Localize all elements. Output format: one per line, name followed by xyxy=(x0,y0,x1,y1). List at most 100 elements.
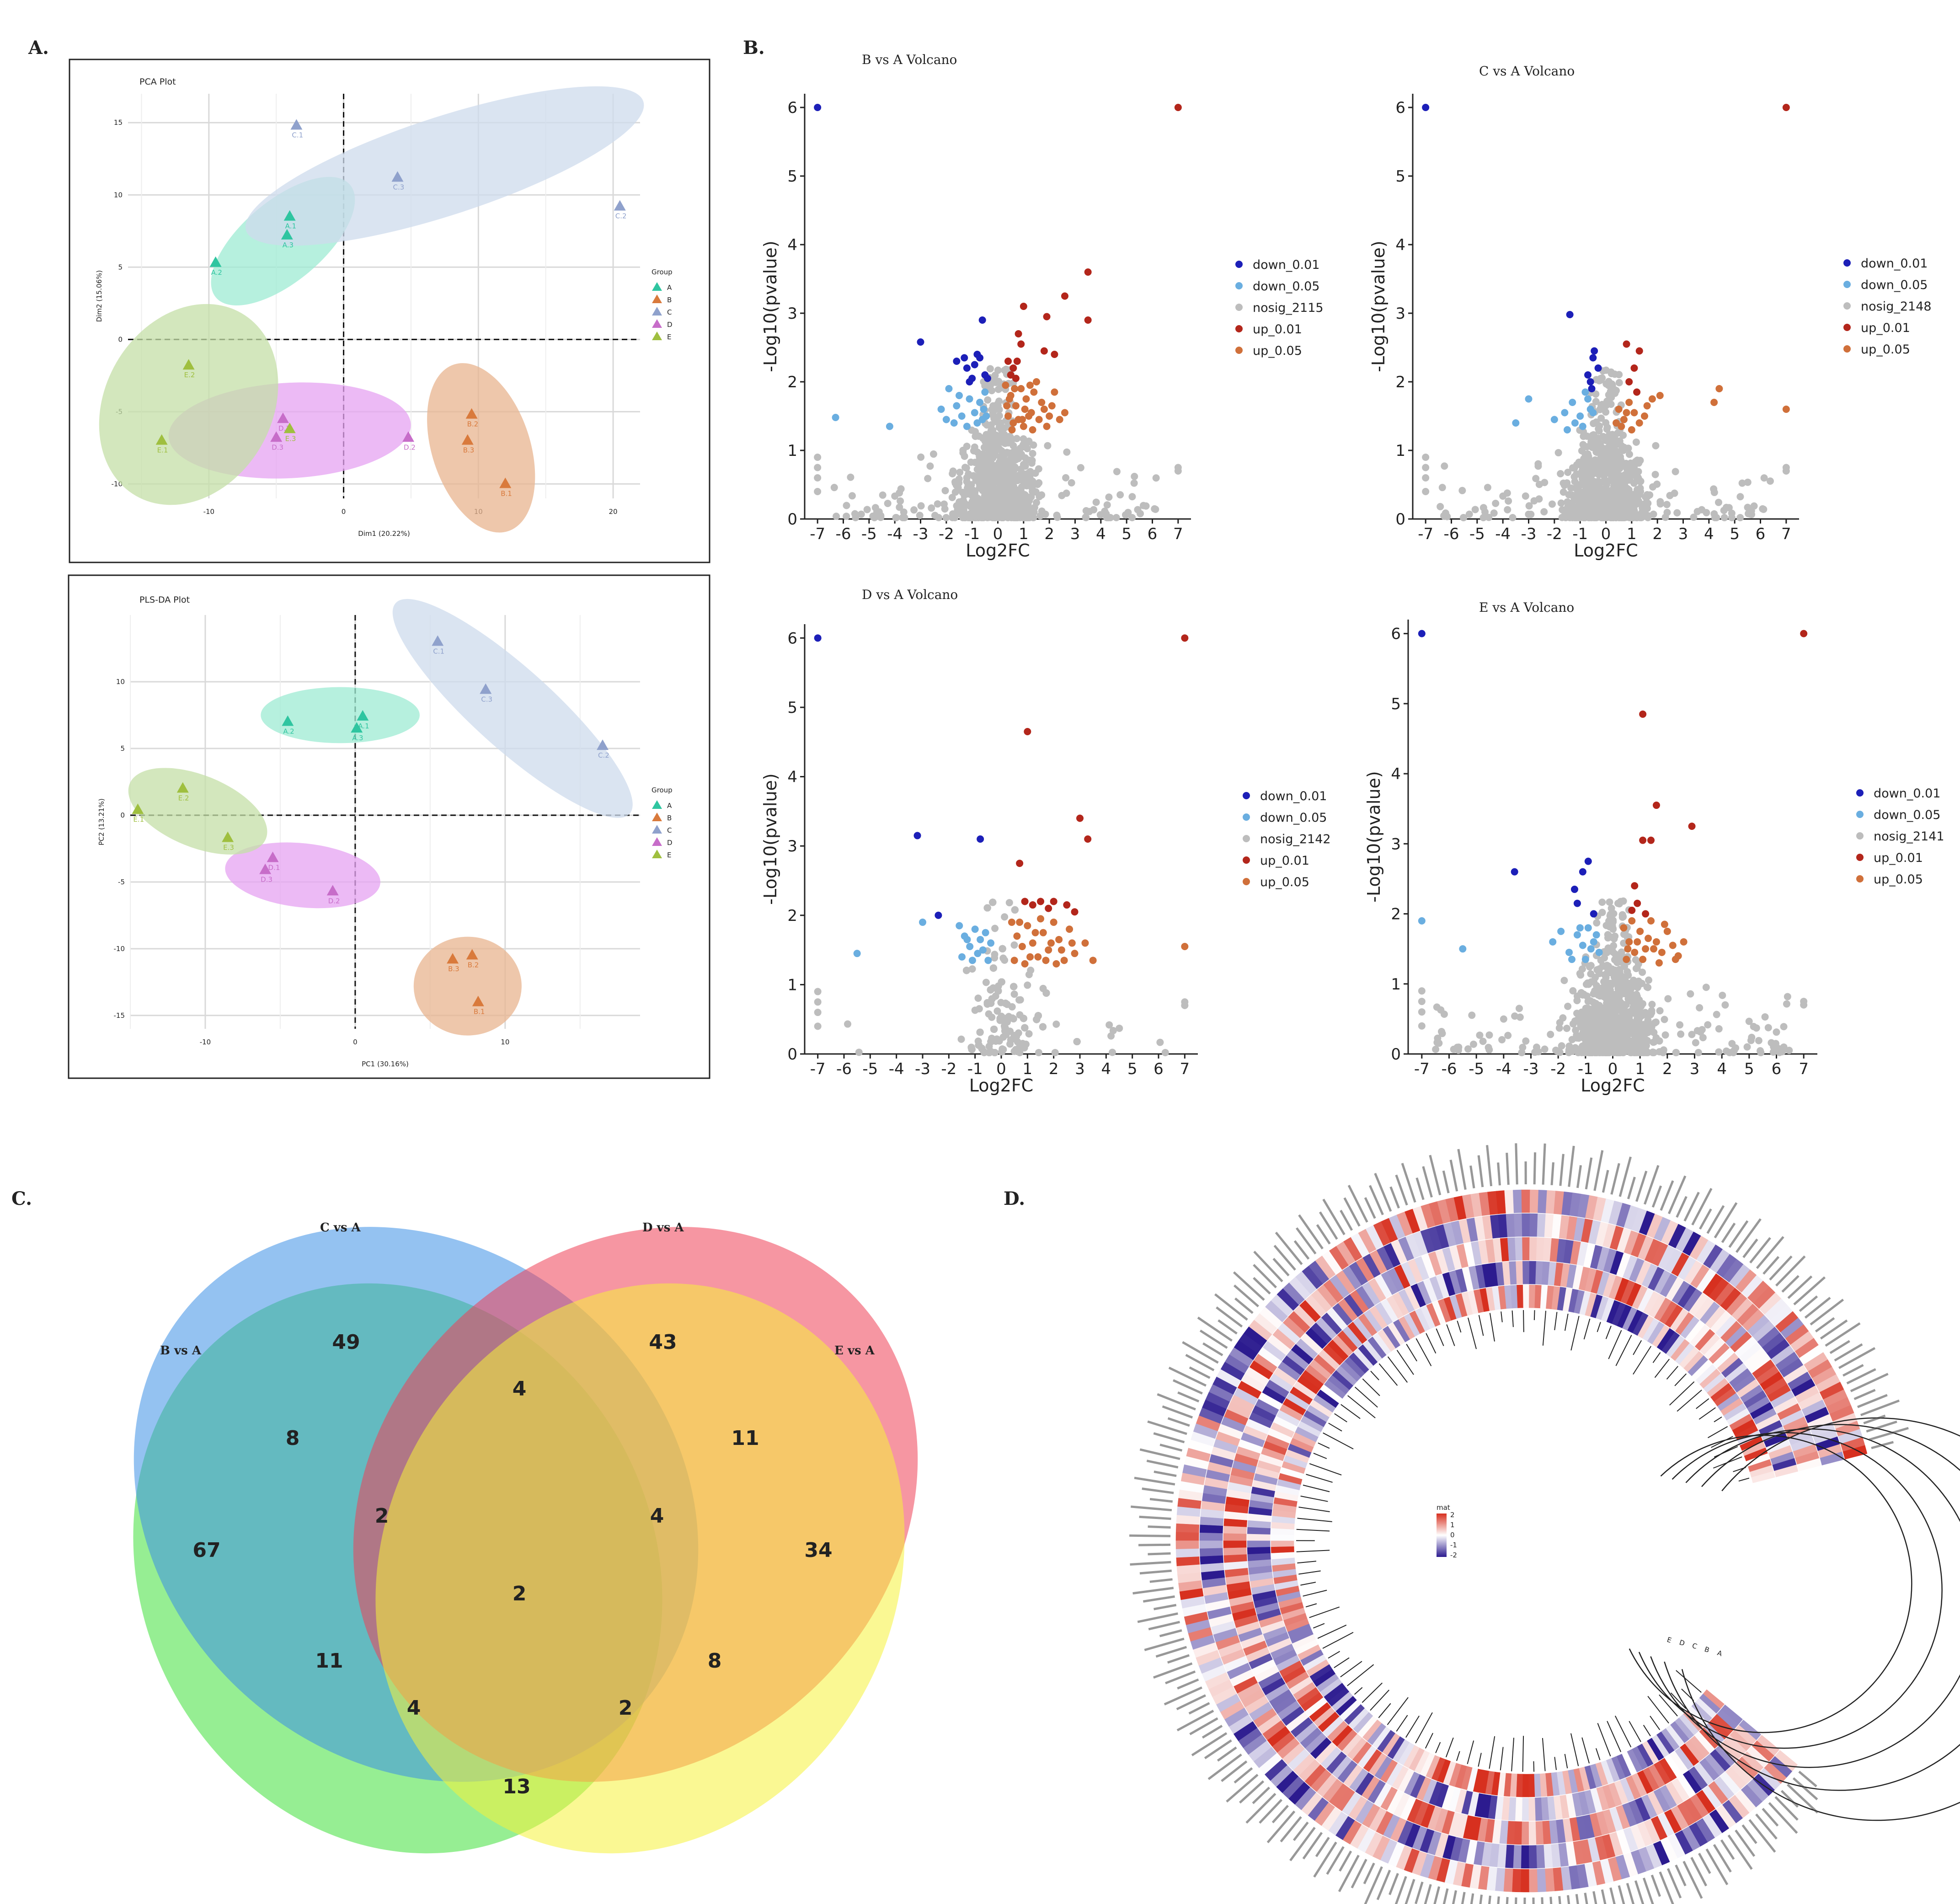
y-tick-label: 4 xyxy=(787,768,797,786)
nosig-point xyxy=(971,488,979,496)
nosig-point xyxy=(1744,478,1752,486)
nosig-point xyxy=(1010,990,1018,998)
nosig-point xyxy=(1618,948,1625,956)
plsda-plot: PLS-DA Plot-10 0 10-15-10-50510A.1A.2A.3B.… xyxy=(97,595,673,1068)
data-point-D.1 xyxy=(267,851,279,862)
nosig-point xyxy=(1602,449,1610,456)
nosig-point xyxy=(1632,981,1640,989)
heat-cell xyxy=(1223,1547,1247,1556)
nosig-point xyxy=(987,427,995,435)
point-down_0.05 xyxy=(977,936,984,943)
legend-dot xyxy=(1235,347,1243,354)
legend-dot xyxy=(1843,324,1851,331)
point-up_0.05 xyxy=(1013,932,1021,940)
nosig-point xyxy=(1626,498,1634,506)
nosig-point xyxy=(1063,448,1071,456)
nosig-point xyxy=(1648,1000,1656,1008)
nosig-point xyxy=(916,512,924,519)
nosig-point xyxy=(1597,1040,1605,1048)
point-down_0.01 xyxy=(961,354,968,362)
x-tick-label: -3 xyxy=(915,1060,930,1078)
nosig-point xyxy=(1576,1011,1584,1019)
nosig-point xyxy=(1044,442,1052,449)
heat-cell xyxy=(1535,1821,1544,1845)
point-up_0.01 xyxy=(1631,882,1639,890)
nosig-point xyxy=(1634,456,1641,464)
nosig-point xyxy=(1755,1037,1762,1044)
nosig-point xyxy=(1002,1000,1009,1007)
nosig-point xyxy=(1644,1016,1652,1024)
nosig-point xyxy=(1021,1024,1029,1032)
nosig-point xyxy=(1073,1038,1081,1046)
point-up_0.05 xyxy=(1635,419,1643,427)
point-up_0.05 xyxy=(1047,939,1055,947)
nosig-point xyxy=(830,484,838,492)
venn-count-CD: 4 xyxy=(513,1377,527,1401)
point-label: A.1 xyxy=(358,722,369,730)
legend-label: down_0.05 xyxy=(1260,811,1327,825)
point-down_0.01 xyxy=(966,378,973,385)
x-tick-label: -10 xyxy=(200,1038,211,1046)
point-down_0.01 xyxy=(1586,378,1594,385)
nosig-point xyxy=(814,1022,822,1030)
nosig-point xyxy=(1671,489,1678,497)
nosig-point xyxy=(1128,514,1136,521)
heat-cell xyxy=(1528,1797,1536,1821)
legend-title: Group xyxy=(652,786,673,794)
nosig-point xyxy=(897,497,904,505)
legend-dot xyxy=(1243,835,1250,842)
point-up_0.05 xyxy=(1046,412,1053,420)
legend-key-D xyxy=(652,837,662,846)
nosig-point xyxy=(1598,374,1606,382)
nosig-point xyxy=(1710,488,1718,496)
nosig-point xyxy=(968,1045,976,1053)
point-up_0.05 xyxy=(1042,957,1050,964)
x-tick-label: 1 xyxy=(1023,1060,1033,1078)
nosig-point xyxy=(1626,1020,1634,1028)
nosig-point xyxy=(1622,460,1630,467)
nosig-point xyxy=(1010,1048,1018,1055)
plsda-frame xyxy=(68,574,710,1079)
point-up_0.05 xyxy=(1038,399,1046,406)
nosig-point xyxy=(1598,401,1606,408)
nosig-point xyxy=(1106,1021,1113,1029)
nosig-point xyxy=(1112,514,1120,521)
nosig-point xyxy=(976,1028,984,1036)
point-down_0.01 xyxy=(953,358,961,365)
venn-set-label: E vs A xyxy=(834,1344,875,1358)
x-tick-label: 5 xyxy=(1730,525,1740,543)
nosig-point xyxy=(1609,498,1617,506)
point-label: E.2 xyxy=(178,794,189,802)
point-up_0.05 xyxy=(1020,423,1027,430)
point-down_0.01 xyxy=(1594,364,1602,372)
nosig-point xyxy=(968,965,976,973)
nosig-point xyxy=(1602,437,1610,444)
point-up_0.05 xyxy=(1642,945,1650,953)
point-up_0.05 xyxy=(1021,406,1029,413)
point-up_0.05 xyxy=(1680,938,1688,946)
legend-label: down_0.01 xyxy=(1874,786,1940,801)
nosig-point xyxy=(1590,990,1597,998)
point-up_0.05 xyxy=(1060,957,1068,964)
nosig-point xyxy=(1621,471,1629,479)
data-point-B.2 xyxy=(466,949,478,960)
data-point-D.1 xyxy=(277,412,289,423)
nosig-point xyxy=(1001,1019,1009,1027)
point-up_0.05 xyxy=(1061,409,1068,417)
nosig-point xyxy=(1581,514,1588,521)
nosig-point xyxy=(1479,504,1487,512)
nosig-point xyxy=(1105,493,1113,501)
volcano-title: D vs A Volcano xyxy=(862,587,958,602)
nosig-point xyxy=(1619,1012,1627,1020)
nosig-point xyxy=(1015,1029,1022,1037)
nosig-point xyxy=(1611,478,1619,486)
nosig-point xyxy=(1548,500,1556,508)
point-down_0.01 xyxy=(1422,104,1430,111)
nosig-point xyxy=(1761,1013,1769,1021)
data-point-E.3 xyxy=(283,423,296,433)
heat-cell xyxy=(1533,1773,1541,1797)
point-down_0.05 xyxy=(937,406,945,413)
plot-title: PLS-DA Plot xyxy=(139,595,190,605)
point-up_0.05 xyxy=(1003,402,1011,410)
